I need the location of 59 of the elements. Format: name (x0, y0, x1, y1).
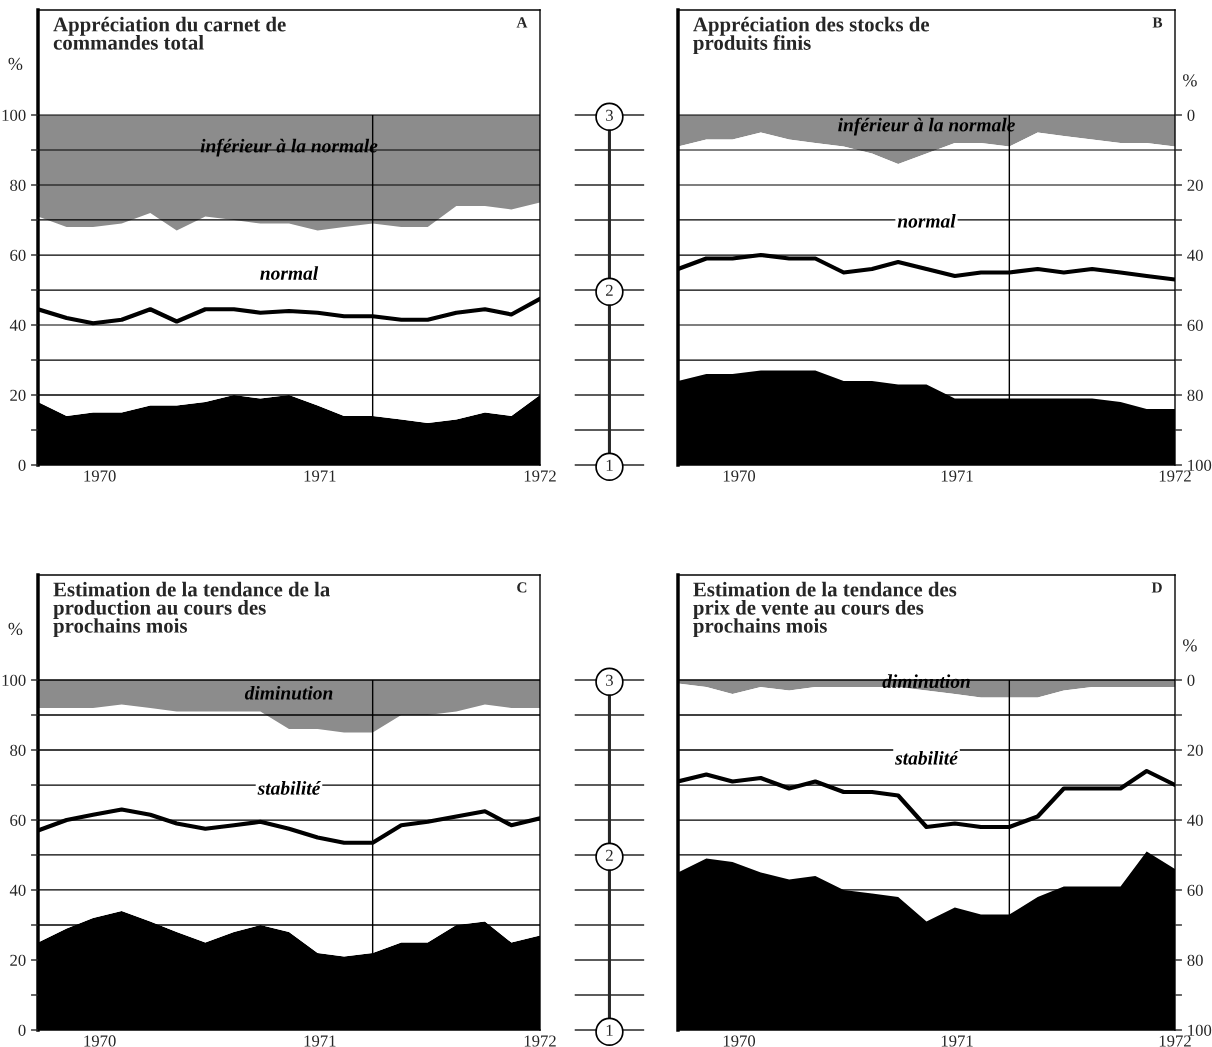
y-tick-label: 0 (1187, 674, 1195, 686)
y-tick-label: 60 (1187, 884, 1203, 896)
y-tick-label: 80 (10, 179, 26, 191)
y2-tick-label: 2 (606, 849, 613, 861)
y-tick-label: 40 (1187, 814, 1203, 826)
y-tick-label: 80 (1187, 389, 1203, 401)
x-tick-label: 1971 (304, 1035, 336, 1047)
y-axis-title: % (8, 57, 23, 71)
x-tick-label: 1972 (524, 470, 556, 482)
x-tick-label: 1972 (524, 1035, 556, 1047)
text: Estimation de la tendance des prix de vente au cours des prochains mois (693, 581, 957, 638)
x-tick-label: 1970 (723, 1035, 756, 1047)
y-axis-title: % (1183, 74, 1197, 87)
y2-tick-label: 1 (606, 1024, 613, 1036)
y-tick-label: 20 (1187, 744, 1203, 756)
y-tick-label: 20 (10, 389, 26, 401)
y-tick-label: 80 (10, 744, 26, 756)
y-tick-label: 100 (2, 109, 26, 121)
x-tick-label: 1972 (1159, 470, 1191, 482)
y2-tick-label: 2 (606, 284, 613, 296)
annotation: C (517, 582, 527, 593)
y2-tick-label: 3 (606, 109, 613, 121)
y-tick-label: 100 (1188, 459, 1212, 471)
x-tick-label: 1971 (941, 1035, 973, 1047)
y-axis-title: % (8, 622, 23, 636)
x-tick-label: 1970 (84, 470, 116, 482)
x-tick-label: 1971 (941, 470, 973, 482)
annotation: D (1151, 582, 1162, 593)
y-tick-label: 0 (18, 1024, 26, 1036)
series-label: stabilité (895, 750, 959, 765)
y-tick-label: 0 (18, 459, 26, 471)
x-tick-label: 1972 (1159, 1035, 1191, 1047)
y-tick-label: 100 (1188, 1024, 1212, 1036)
x-tick-label: 1971 (304, 470, 336, 482)
y-tick-label: 60 (1187, 319, 1203, 331)
y-tick-label: 40 (9, 884, 26, 896)
series-label: normal (897, 213, 956, 228)
annotation: A (516, 17, 528, 28)
y-tick-label: 40 (1187, 249, 1203, 261)
y2-tick-label: 3 (606, 674, 613, 686)
series-label: stabilité (257, 781, 321, 795)
y2-tick-label: 1 (606, 459, 613, 471)
text: Appréciation des stocks de produits finis (693, 16, 930, 55)
series-label: normal (260, 266, 319, 280)
y-tick-label: 80 (1187, 954, 1203, 966)
y-tick-label: 0 (1187, 109, 1195, 121)
y-tick-label: 60 (10, 814, 26, 826)
text: Appréciation du carnet de commandes total (53, 16, 286, 50)
text: Estimation de la tendance de la production au cours des prochains mois (53, 581, 330, 638)
y-tick-label: 20 (1187, 179, 1203, 191)
y-tick-label: 100 (2, 674, 26, 686)
x-tick-label: 1970 (84, 1035, 116, 1047)
series-label: diminution (244, 685, 333, 700)
annotation: B (1152, 17, 1163, 28)
x-tick-label: 1970 (723, 470, 756, 482)
y-tick-label: 60 (10, 249, 26, 261)
y-axis-title: % (1183, 639, 1197, 652)
y-tick-label: 40 (9, 319, 26, 331)
y-tick-label: 20 (10, 954, 26, 966)
